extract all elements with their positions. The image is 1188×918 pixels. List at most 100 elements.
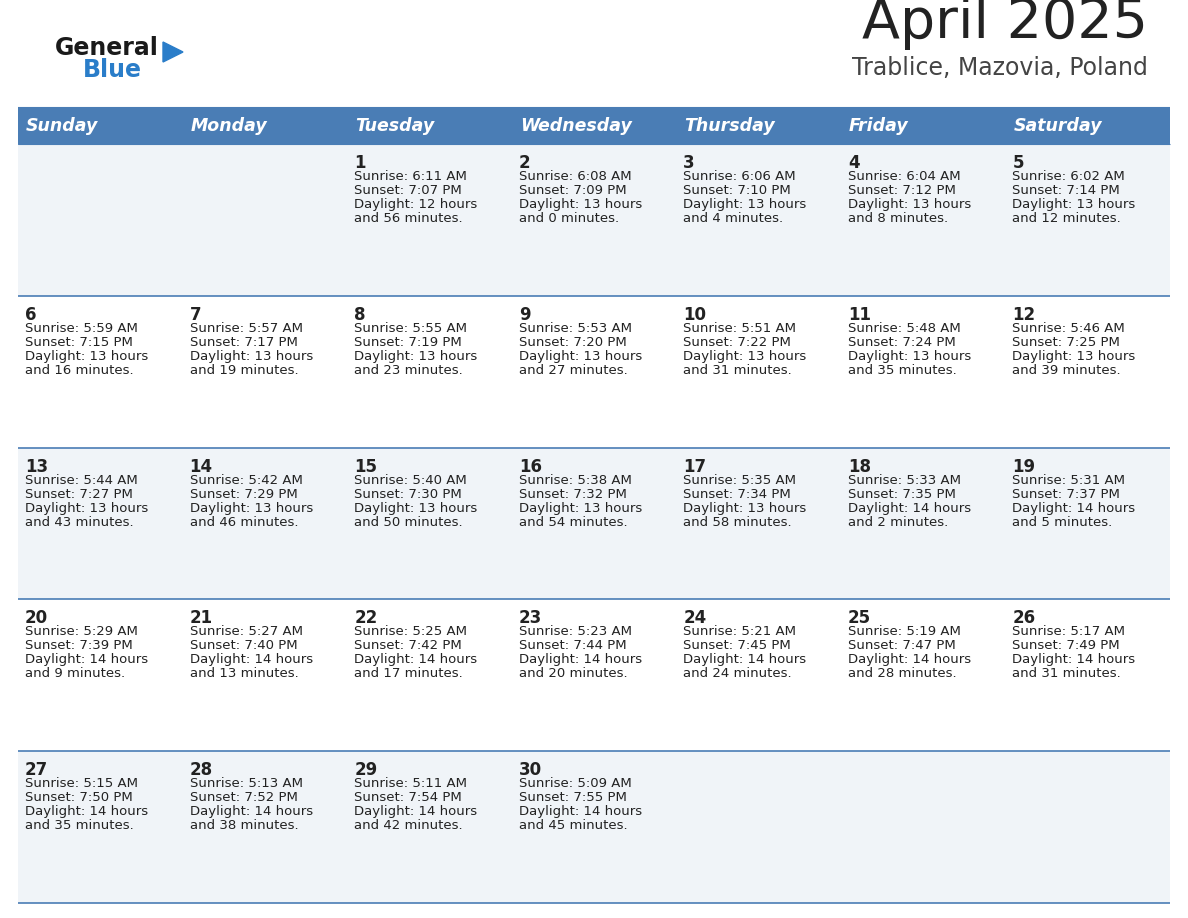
Text: 5: 5 — [1012, 154, 1024, 172]
Text: Daylight: 13 hours: Daylight: 13 hours — [848, 350, 971, 363]
Text: 25: 25 — [848, 610, 871, 627]
Text: 29: 29 — [354, 761, 378, 779]
Text: and 35 minutes.: and 35 minutes. — [848, 364, 956, 376]
Text: Daylight: 13 hours: Daylight: 13 hours — [1012, 350, 1136, 363]
Text: 17: 17 — [683, 457, 707, 476]
Text: Sunrise: 6:04 AM: Sunrise: 6:04 AM — [848, 170, 960, 183]
Text: Sunset: 7:10 PM: Sunset: 7:10 PM — [683, 184, 791, 197]
Text: Sunrise: 5:44 AM: Sunrise: 5:44 AM — [25, 474, 138, 487]
Text: and 23 minutes.: and 23 minutes. — [354, 364, 463, 376]
Text: Daylight: 13 hours: Daylight: 13 hours — [683, 501, 807, 515]
Text: Trablice, Mazovia, Poland: Trablice, Mazovia, Poland — [852, 56, 1148, 80]
Text: Daylight: 14 hours: Daylight: 14 hours — [354, 805, 478, 818]
Text: Sunrise: 5:38 AM: Sunrise: 5:38 AM — [519, 474, 632, 487]
Text: Daylight: 13 hours: Daylight: 13 hours — [683, 198, 807, 211]
Text: Monday: Monday — [190, 117, 267, 135]
Text: Blue: Blue — [83, 58, 143, 82]
Text: Daylight: 13 hours: Daylight: 13 hours — [519, 198, 642, 211]
Text: Sunset: 7:20 PM: Sunset: 7:20 PM — [519, 336, 626, 349]
Text: Daylight: 14 hours: Daylight: 14 hours — [519, 805, 642, 818]
Text: Sunset: 7:19 PM: Sunset: 7:19 PM — [354, 336, 462, 349]
Text: Sunrise: 5:11 AM: Sunrise: 5:11 AM — [354, 778, 467, 790]
Text: Daylight: 14 hours: Daylight: 14 hours — [190, 805, 312, 818]
Text: 23: 23 — [519, 610, 542, 627]
Text: Sunrise: 5:19 AM: Sunrise: 5:19 AM — [848, 625, 961, 638]
Text: Sunrise: 5:27 AM: Sunrise: 5:27 AM — [190, 625, 303, 638]
Text: Sunrise: 5:35 AM: Sunrise: 5:35 AM — [683, 474, 796, 487]
Text: and 9 minutes.: and 9 minutes. — [25, 667, 125, 680]
Text: Sunset: 7:49 PM: Sunset: 7:49 PM — [1012, 640, 1120, 653]
Text: 16: 16 — [519, 457, 542, 476]
Text: Sunrise: 5:23 AM: Sunrise: 5:23 AM — [519, 625, 632, 638]
Text: Sunrise: 5:31 AM: Sunrise: 5:31 AM — [1012, 474, 1125, 487]
Text: Sunset: 7:35 PM: Sunset: 7:35 PM — [848, 487, 955, 500]
Text: Sunset: 7:50 PM: Sunset: 7:50 PM — [25, 791, 133, 804]
Text: Sunset: 7:25 PM: Sunset: 7:25 PM — [1012, 336, 1120, 349]
Text: and 12 minutes.: and 12 minutes. — [1012, 212, 1121, 225]
Text: 24: 24 — [683, 610, 707, 627]
Text: 14: 14 — [190, 457, 213, 476]
Text: Sunset: 7:52 PM: Sunset: 7:52 PM — [190, 791, 297, 804]
Text: and 16 minutes.: and 16 minutes. — [25, 364, 133, 376]
Text: Daylight: 14 hours: Daylight: 14 hours — [1012, 654, 1136, 666]
Text: and 31 minutes.: and 31 minutes. — [1012, 667, 1121, 680]
Text: 27: 27 — [25, 761, 49, 779]
Text: Sunrise: 5:33 AM: Sunrise: 5:33 AM — [848, 474, 961, 487]
Bar — [18, 751, 1170, 903]
Text: Sunset: 7:09 PM: Sunset: 7:09 PM — [519, 184, 626, 197]
Text: and 0 minutes.: and 0 minutes. — [519, 212, 619, 225]
Text: Daylight: 14 hours: Daylight: 14 hours — [25, 805, 148, 818]
Text: Sunset: 7:40 PM: Sunset: 7:40 PM — [190, 640, 297, 653]
Text: and 4 minutes.: and 4 minutes. — [683, 212, 783, 225]
Text: Sunset: 7:47 PM: Sunset: 7:47 PM — [848, 640, 955, 653]
Text: Sunset: 7:15 PM: Sunset: 7:15 PM — [25, 336, 133, 349]
Text: Sunrise: 5:09 AM: Sunrise: 5:09 AM — [519, 778, 632, 790]
Text: and 46 minutes.: and 46 minutes. — [190, 516, 298, 529]
Text: Sunday: Sunday — [26, 117, 99, 135]
Text: Sunrise: 5:48 AM: Sunrise: 5:48 AM — [848, 322, 961, 335]
Text: Sunrise: 5:55 AM: Sunrise: 5:55 AM — [354, 322, 467, 335]
Text: Sunset: 7:24 PM: Sunset: 7:24 PM — [848, 336, 955, 349]
Text: Sunset: 7:07 PM: Sunset: 7:07 PM — [354, 184, 462, 197]
Text: Sunset: 7:44 PM: Sunset: 7:44 PM — [519, 640, 626, 653]
Text: Sunrise: 5:21 AM: Sunrise: 5:21 AM — [683, 625, 796, 638]
Text: 20: 20 — [25, 610, 49, 627]
Text: Sunset: 7:29 PM: Sunset: 7:29 PM — [190, 487, 297, 500]
Text: Sunset: 7:54 PM: Sunset: 7:54 PM — [354, 791, 462, 804]
Text: April 2025: April 2025 — [862, 0, 1148, 50]
Text: and 38 minutes.: and 38 minutes. — [190, 819, 298, 833]
Text: and 8 minutes.: and 8 minutes. — [848, 212, 948, 225]
Text: Daylight: 14 hours: Daylight: 14 hours — [848, 654, 971, 666]
Text: and 13 minutes.: and 13 minutes. — [190, 667, 298, 680]
Bar — [18, 448, 1170, 599]
Text: 6: 6 — [25, 306, 37, 324]
Text: 2: 2 — [519, 154, 530, 172]
Text: Sunset: 7:32 PM: Sunset: 7:32 PM — [519, 487, 626, 500]
Text: Sunrise: 5:57 AM: Sunrise: 5:57 AM — [190, 322, 303, 335]
Text: Sunset: 7:27 PM: Sunset: 7:27 PM — [25, 487, 133, 500]
Text: Sunrise: 6:06 AM: Sunrise: 6:06 AM — [683, 170, 796, 183]
Text: Friday: Friday — [849, 117, 909, 135]
Text: Daylight: 13 hours: Daylight: 13 hours — [354, 350, 478, 363]
Text: and 42 minutes.: and 42 minutes. — [354, 819, 463, 833]
Text: 1: 1 — [354, 154, 366, 172]
Text: Sunset: 7:39 PM: Sunset: 7:39 PM — [25, 640, 133, 653]
Text: Sunrise: 5:29 AM: Sunrise: 5:29 AM — [25, 625, 138, 638]
Text: Daylight: 14 hours: Daylight: 14 hours — [683, 654, 807, 666]
Text: 22: 22 — [354, 610, 378, 627]
Text: and 43 minutes.: and 43 minutes. — [25, 516, 133, 529]
Text: Sunrise: 5:46 AM: Sunrise: 5:46 AM — [1012, 322, 1125, 335]
Text: 8: 8 — [354, 306, 366, 324]
Text: and 5 minutes.: and 5 minutes. — [1012, 516, 1113, 529]
Text: Sunset: 7:12 PM: Sunset: 7:12 PM — [848, 184, 955, 197]
Text: Sunset: 7:14 PM: Sunset: 7:14 PM — [1012, 184, 1120, 197]
Text: 9: 9 — [519, 306, 530, 324]
Text: 21: 21 — [190, 610, 213, 627]
Text: and 45 minutes.: and 45 minutes. — [519, 819, 627, 833]
Text: Sunset: 7:37 PM: Sunset: 7:37 PM — [1012, 487, 1120, 500]
Text: Sunrise: 5:13 AM: Sunrise: 5:13 AM — [190, 778, 303, 790]
Text: Sunrise: 5:15 AM: Sunrise: 5:15 AM — [25, 778, 138, 790]
Text: and 39 minutes.: and 39 minutes. — [1012, 364, 1121, 376]
Text: Sunset: 7:55 PM: Sunset: 7:55 PM — [519, 791, 626, 804]
Text: 28: 28 — [190, 761, 213, 779]
